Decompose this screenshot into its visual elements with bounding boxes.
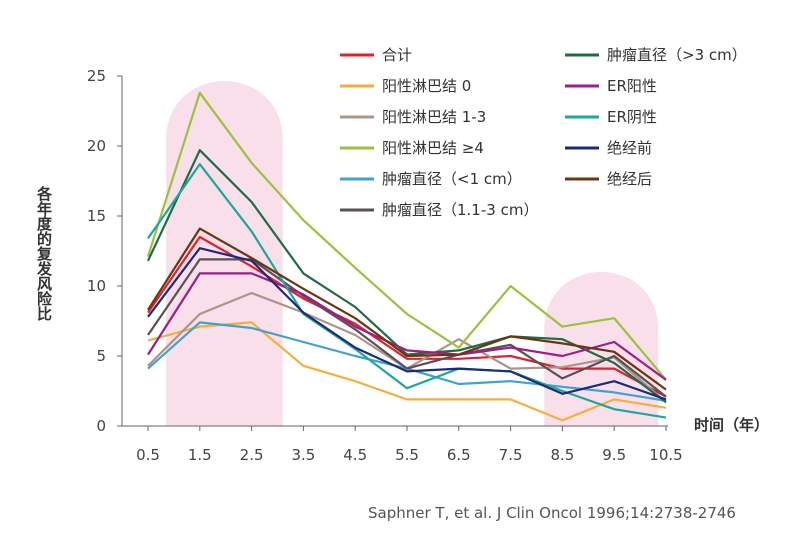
y-tick-label: 20 [87,137,106,155]
x-tick-label: 1.5 [188,446,212,464]
legend-label: ER阳性 [607,77,657,95]
legend-label: 绝经前 [607,139,652,157]
series-line [147,247,667,401]
legend-label: 合计 [382,46,412,64]
citation: Saphner T, et al. J Clin Oncol 1996;14:2… [368,504,736,522]
series-line [147,258,667,398]
x-tick-label: 10.5 [649,446,682,464]
y-tick-label: 10 [87,277,106,295]
x-tick-label: 0.5 [136,446,160,464]
legend-label: 绝经后 [607,170,652,188]
x-axis-label: 时间（年） [694,416,770,434]
y-tick-label: 25 [87,67,106,85]
series-line [147,227,667,391]
x-tick-label: 9.5 [602,446,626,464]
series-line [147,272,667,381]
y-tick-label: 5 [96,347,106,365]
series-line [147,321,667,422]
legend-label: 阳性淋巴结 ≥4 [382,139,484,157]
y-tick-label: 15 [87,207,106,225]
legend-label: 肿瘤直径（>3 cm） [607,46,747,64]
legend-label: 阳性淋巴结 1-3 [382,108,486,126]
x-tick-label: 8.5 [550,446,574,464]
x-tick-label: 7.5 [499,446,523,464]
y-axis-label: 各年度的复发风险比 [35,186,53,321]
x-tick-label: 6.5 [447,446,471,464]
x-tick-label: 4.5 [343,446,367,464]
legend-label: 肿瘤直径（1.1-3 cm） [382,201,538,219]
x-tick-label: 3.5 [291,446,315,464]
legend-label: 肿瘤直径（<1 cm） [382,170,522,188]
series-line [147,163,667,419]
highlight-regions [166,81,659,426]
x-tick-label: 5.5 [395,446,419,464]
y-tick-label: 0 [96,417,106,435]
legend-label: ER阴性 [607,108,657,126]
axes: 0 5 10 15 20 25 0.5 1.5 2.5 3.5 4.5 5.5 6.5 7.5 8.5 9.5… [87,67,683,464]
legend-label: 阳性淋巴结 0 [382,77,471,95]
x-tick-label: 2.5 [240,446,264,464]
series-line [146,91,667,381]
series-lines [146,91,667,422]
